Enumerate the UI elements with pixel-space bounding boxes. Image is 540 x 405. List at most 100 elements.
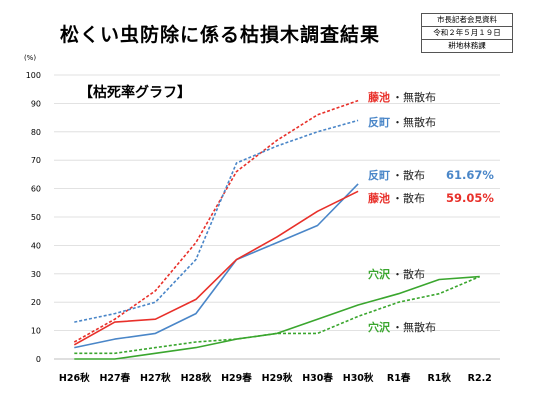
data-point xyxy=(357,315,359,317)
data-point xyxy=(235,162,237,164)
series-label: 穴沢 ・散布 xyxy=(368,267,425,281)
x-tick-label: H29春 xyxy=(221,372,252,384)
data-point xyxy=(438,278,440,280)
info-box: 市長記者会見資料 令和２年５月１９日 耕地林務課 xyxy=(421,13,513,53)
x-tick-label: H28秋 xyxy=(181,372,212,384)
series-line-5 xyxy=(74,275,481,355)
x-tick-label: R2.2 xyxy=(468,373,492,384)
series-line-4 xyxy=(74,275,480,360)
series-label-place: 反町 xyxy=(368,115,390,129)
data-point xyxy=(276,139,278,141)
y-tick-label: 70 xyxy=(31,156,41,165)
series-label: 反町 ・散布 61.67% xyxy=(368,168,494,182)
x-tick-label: R1秋 xyxy=(427,372,451,384)
data-point xyxy=(357,304,359,306)
series-line-3 xyxy=(73,190,359,346)
data-point xyxy=(195,312,197,314)
y-unit-label: (%) xyxy=(24,54,36,62)
series-label-kind: ・散布 xyxy=(392,168,425,182)
series-label-place: 藤池 xyxy=(368,90,390,104)
x-tick-label: H30春 xyxy=(302,372,333,384)
data-point xyxy=(114,312,116,314)
series-value-label: 61.67% xyxy=(446,168,494,182)
x-tick-label: H26秋 xyxy=(59,372,90,384)
data-point xyxy=(114,352,116,354)
page-title: 松くい虫防除に係る枯損木調査結果 xyxy=(60,24,381,46)
data-point xyxy=(235,170,237,172)
series-label-place: 反町 xyxy=(368,168,390,182)
data-point xyxy=(357,190,359,192)
data-point xyxy=(357,119,359,121)
data-point xyxy=(114,321,116,323)
series-value-label: 59.05% xyxy=(446,191,494,205)
series-label-kind: ・無散布 xyxy=(392,320,436,334)
data-point xyxy=(154,301,156,303)
data-point xyxy=(357,99,359,101)
data-point xyxy=(73,344,75,346)
data-point xyxy=(154,318,156,320)
y-tick-label: 30 xyxy=(31,270,41,279)
series-label: 穴沢 ・無散布 xyxy=(368,320,436,334)
series-label-kind: ・散布 xyxy=(392,267,425,281)
data-point xyxy=(73,341,75,343)
data-point xyxy=(397,292,399,294)
info-line-dept: 耕地林務課 xyxy=(448,41,486,50)
y-tick-label: 20 xyxy=(31,298,41,307)
data-point xyxy=(195,341,197,343)
series-line-1 xyxy=(74,119,359,323)
series-label-kind: ・無散布 xyxy=(392,90,436,104)
data-point xyxy=(195,258,197,260)
data-point xyxy=(316,332,318,334)
data-point xyxy=(73,321,75,323)
series-line-2 xyxy=(74,183,359,349)
data-point xyxy=(397,301,399,303)
data-point xyxy=(154,352,156,354)
data-point xyxy=(114,318,116,320)
data-point xyxy=(316,224,318,226)
series-label-place: 穴沢 xyxy=(368,320,391,334)
x-tick-label: H29秋 xyxy=(262,372,293,384)
data-point xyxy=(114,358,116,360)
series-label: 藤池 ・無散布 xyxy=(368,90,436,104)
series-label-kind: ・無散布 xyxy=(392,115,436,129)
y-tick-label: 90 xyxy=(31,99,41,108)
info-line-press: 市長記者会見資料 xyxy=(422,14,512,27)
data-point xyxy=(316,131,318,133)
data-point xyxy=(438,292,440,294)
data-point xyxy=(276,145,278,147)
data-point xyxy=(73,358,75,360)
x-tick-label: H27秋 xyxy=(140,372,171,384)
x-tick-label: H30秋 xyxy=(343,372,374,384)
data-point xyxy=(316,210,318,212)
series-label-place: 藤池 xyxy=(368,191,390,205)
data-point xyxy=(154,290,156,292)
data-point xyxy=(195,298,197,300)
y-tick-label: 50 xyxy=(31,213,41,222)
series-label-place: 穴沢 xyxy=(368,267,391,281)
data-point xyxy=(154,332,156,334)
y-tick-label: 10 xyxy=(31,327,41,336)
data-point xyxy=(276,236,278,238)
series-line-0 xyxy=(73,99,359,343)
data-point xyxy=(73,352,75,354)
data-point xyxy=(73,346,75,348)
data-point xyxy=(276,241,278,243)
x-tick-label: H27春 xyxy=(99,372,130,384)
chart-title: 【枯死率グラフ】 xyxy=(79,84,191,101)
data-point xyxy=(114,338,116,340)
series-label: 反町 ・無散布 xyxy=(368,115,436,129)
data-point xyxy=(235,258,237,260)
y-tick-label: 40 xyxy=(31,241,41,250)
data-point xyxy=(316,114,318,116)
y-tick-label: 80 xyxy=(31,128,41,137)
data-point xyxy=(235,338,237,340)
x-tick-label: R1春 xyxy=(387,372,411,384)
series-label: 藤池 ・散布 59.05% xyxy=(368,191,494,205)
data-point xyxy=(357,183,359,185)
data-point xyxy=(276,332,278,334)
data-point xyxy=(195,346,197,348)
data-point xyxy=(316,318,318,320)
info-line-date: 令和２年５月１９日 xyxy=(422,27,512,40)
y-tick-label: 60 xyxy=(31,185,41,194)
